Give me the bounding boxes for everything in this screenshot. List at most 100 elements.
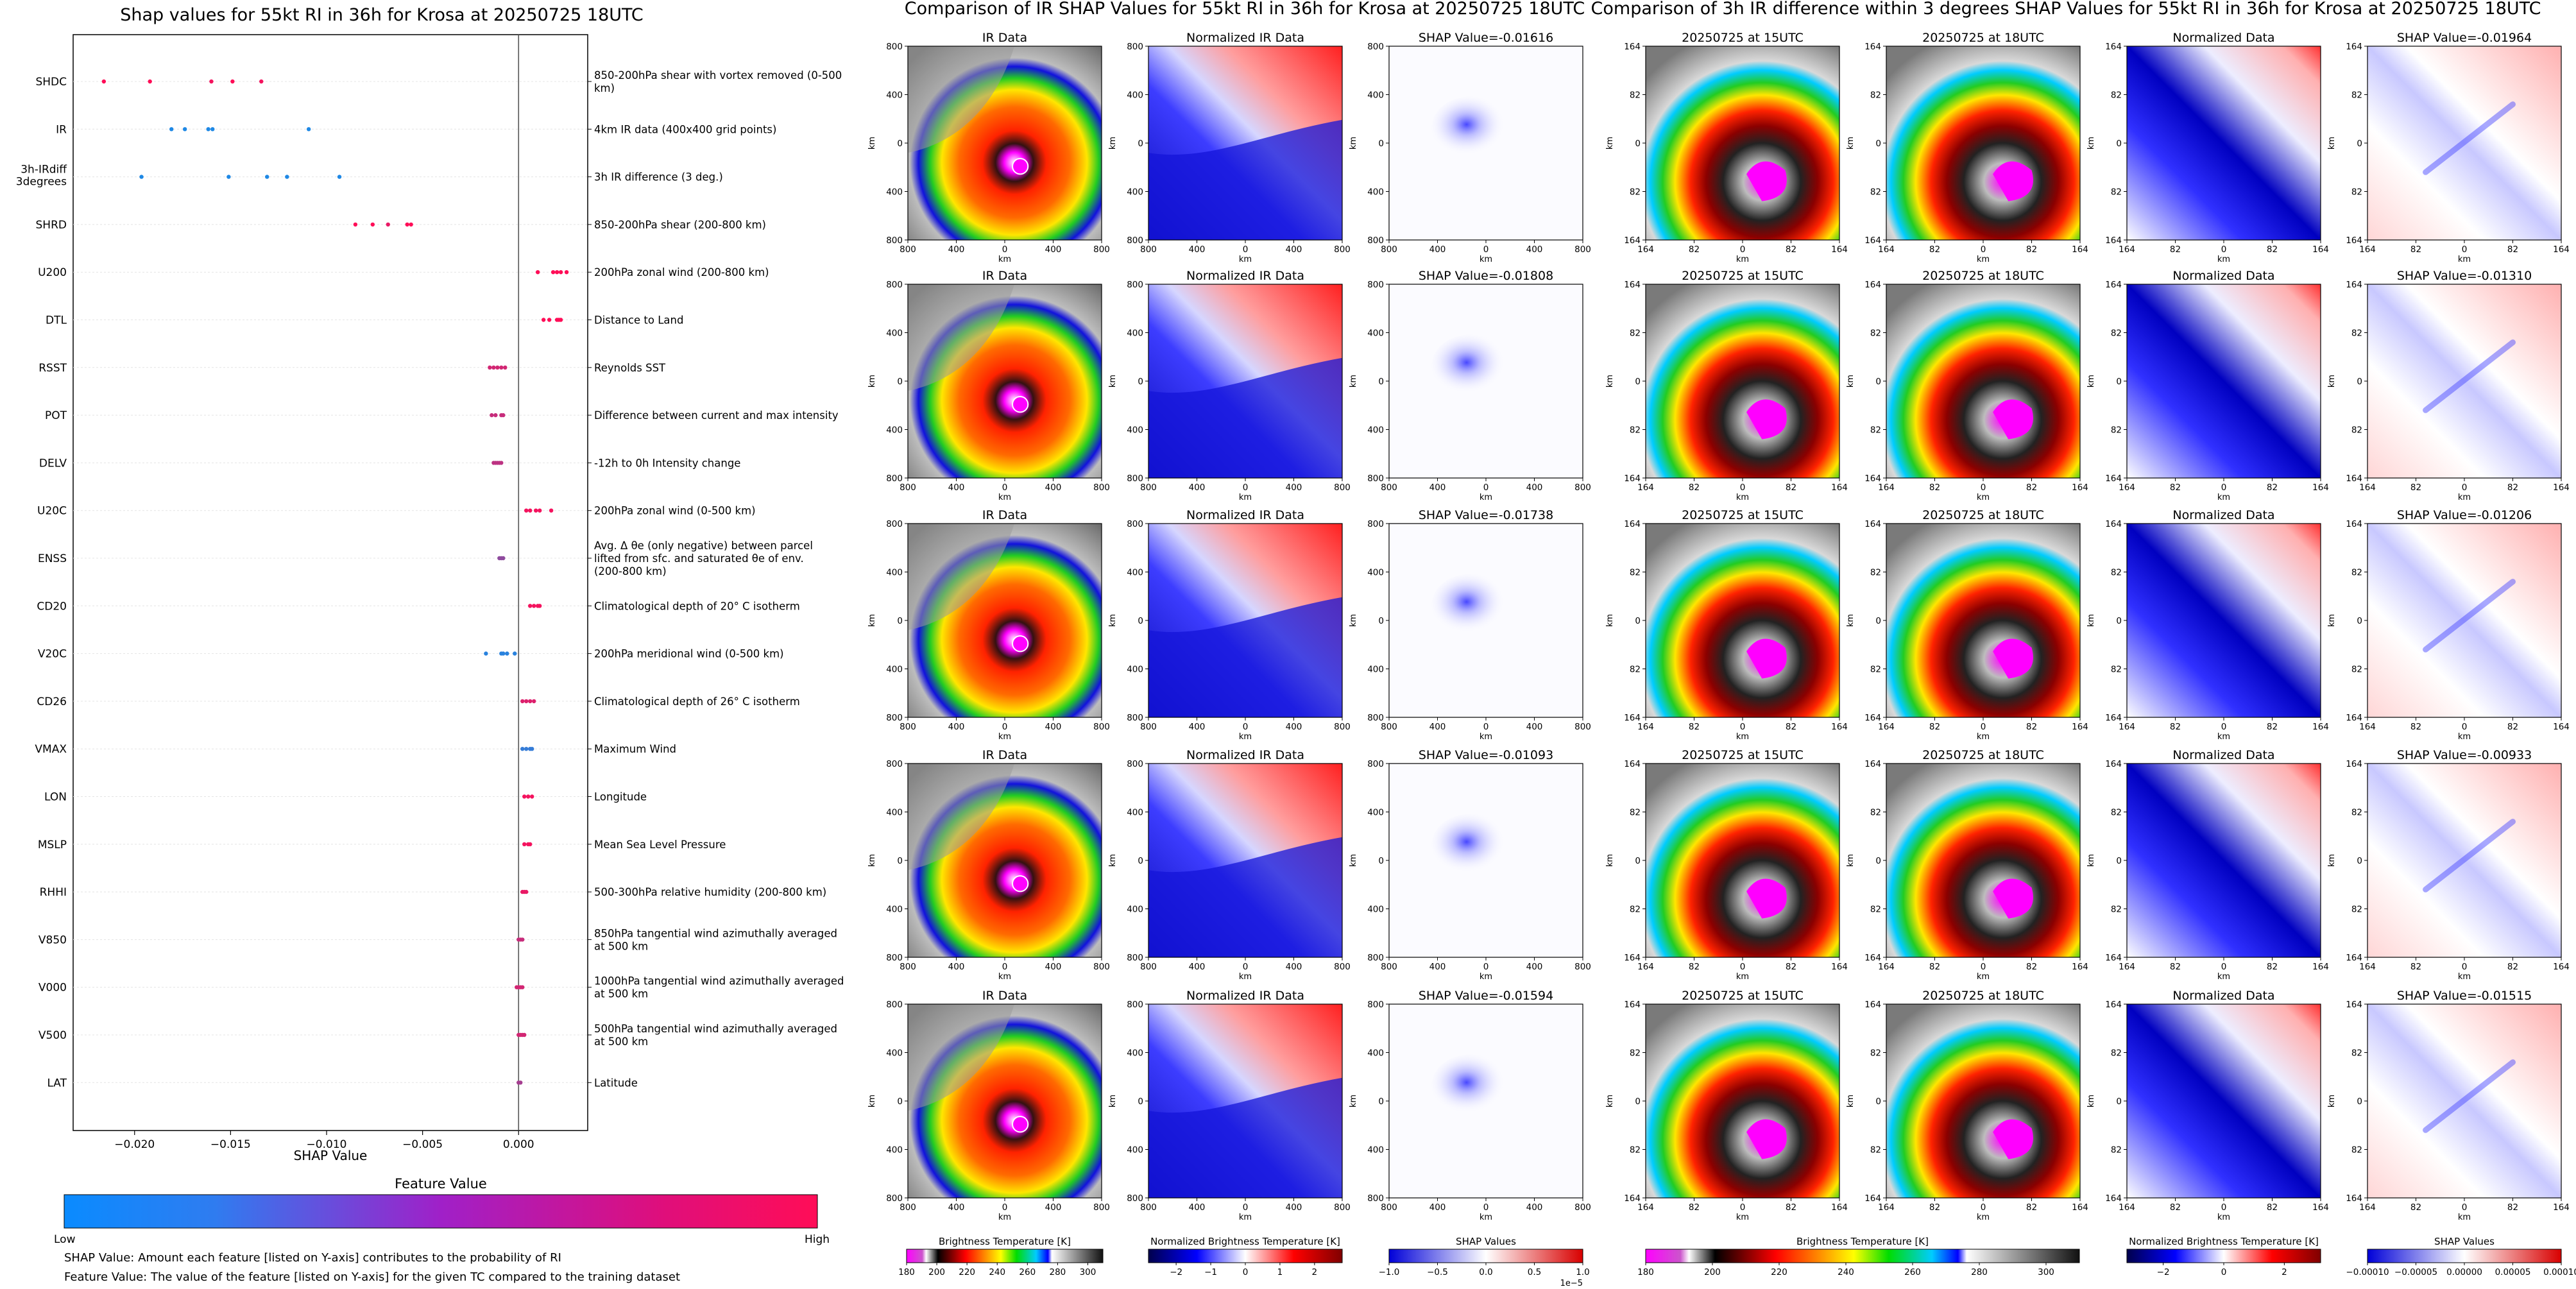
y-tick-label: 800 [1127, 235, 1143, 246]
land-region [908, 284, 1015, 391]
y-tick-label: 82 [2111, 808, 2122, 818]
x-tick-label: 0 [1002, 1202, 1008, 1213]
y-tick-label: 0 [1378, 856, 1384, 866]
x-tick-label: 82 [2026, 244, 2037, 255]
x-axis-label: km [1480, 1213, 1492, 1222]
panel-title: SHAP Value=-0.01093 [1419, 748, 1553, 762]
shap-points [101, 79, 569, 1085]
colorbar: Normalized Brightness Temperature [K] −2 0… [2126, 1236, 2321, 1277]
ir-diff-image [1646, 764, 1839, 957]
colorbar-tick-label: 0 [2221, 1267, 2227, 1277]
diff-shap-image [2367, 46, 2561, 240]
feature-description: -12h to 0h Intensity change [594, 457, 740, 469]
y-tick-label: 82 [1870, 329, 1881, 339]
y-tick-label: 164 [1864, 1193, 1881, 1204]
x-tick-label: 82 [2507, 244, 2518, 255]
colorbar-label: Normalized Brightness Temperature [K] [2129, 1236, 2319, 1247]
feature-description: 850hPa tangential wind azimuthally avera… [594, 927, 837, 952]
x-tick-label: 82 [1689, 1202, 1700, 1213]
y-tick-label: 82 [1630, 425, 1641, 436]
x-tick-label: 82 [2507, 722, 2518, 732]
y-axis-label: km [1108, 137, 1118, 149]
y-tick-label: 82 [1630, 1048, 1641, 1059]
normalized-diff-image [2127, 524, 2321, 717]
x-axis-label: km [1239, 1213, 1252, 1222]
shap-point [210, 127, 215, 132]
y-tick-label: 164 [1624, 519, 1641, 529]
y-tick-label: 0 [1635, 1097, 1641, 1107]
ir-group-title: Comparison of IR SHAP Values for 55kt RI… [905, 0, 1585, 19]
y-axis-label: km [1846, 375, 1855, 388]
x-tick-label: 400 [1286, 962, 1302, 972]
panel-title: Normalized IR Data [1186, 508, 1304, 522]
y-tick-label: 82 [1630, 905, 1641, 915]
panel-frame [1886, 1003, 2081, 1199]
x-axis-label: km [1736, 1213, 1749, 1222]
x-tick-label: 800 [1381, 722, 1397, 732]
y-axis-label: km [867, 137, 877, 149]
x-tick-label: 164 [2359, 244, 2376, 255]
shap-point [209, 79, 214, 84]
panel-frame [1388, 1003, 1583, 1199]
cold-cloud-region [1148, 597, 1342, 717]
y-tick-label: 400 [886, 905, 903, 915]
y-tick-label: 0 [1635, 856, 1641, 866]
x-tick-label: 400 [1189, 482, 1206, 493]
x-axis-ticks: −0.020 −0.015 −0.010 −0.005 0.000 [114, 1131, 534, 1151]
x-tick-label: 82 [2026, 962, 2037, 972]
colorbar-tick-label: 0.00005 [2495, 1267, 2531, 1277]
x-tick-label: 0 [1243, 482, 1249, 493]
shap-point [139, 175, 144, 179]
x-tick-label: 164 [2359, 482, 2376, 493]
y-tick-label: 0 [897, 616, 903, 626]
panel-title: SHAP Value=-0.01964 [2397, 31, 2532, 45]
colorbar-tick-label: 0 [1243, 1267, 1249, 1277]
x-tick-label: 82 [2267, 962, 2278, 972]
x-tick-label: 0 [2462, 722, 2468, 732]
y-tick-label: 800 [1127, 1193, 1143, 1204]
x-tick-label: 82 [2267, 722, 2278, 732]
x-axis-label: km [998, 1213, 1011, 1222]
colorbar-label: SHAP Values [1456, 1236, 1516, 1247]
x-axis-label: km [2458, 972, 2471, 982]
colorbar-tick-label: −0.00010 [2346, 1267, 2389, 1277]
x-tick-label: 400 [1526, 482, 1543, 493]
shap-point [265, 175, 269, 179]
colorbar-title: Feature Value [395, 1176, 487, 1191]
y-tick-label: 0 [1635, 616, 1641, 626]
y-axis-label: km [1846, 137, 1855, 149]
x-tick-label: 0 [2221, 482, 2227, 493]
diff-panel: SHAP Value=-0.01515164164828200828216416… [2327, 989, 2570, 1222]
x-tick-label: 164 [1637, 962, 1654, 972]
feature-description: Climatological depth of 20° C isotherm [594, 600, 800, 612]
cold-cloud-region [1148, 119, 1342, 240]
panel-frame [907, 763, 1102, 958]
shap-point [337, 175, 342, 179]
y-tick-label: 800 [886, 713, 903, 723]
feature-description: Avg. Δ θe (only negative) between parcel… [594, 540, 813, 577]
x-tick-label: 400 [1189, 1202, 1206, 1213]
panel-frame [907, 523, 1102, 718]
x-tick-label: 800 [1093, 244, 1110, 255]
ir-panel: SHAP Value=-0.01594800800400400004004008… [1349, 989, 1591, 1222]
land-region [908, 764, 1015, 871]
panel-frame [1645, 763, 1840, 958]
x-tick-label: 82 [1929, 962, 1940, 972]
ir-diff-image [1646, 524, 1839, 717]
x-tick-label: 400 [1429, 962, 1446, 972]
x-axis-label: km [1480, 255, 1492, 264]
x-tick-label: 400 [948, 482, 965, 493]
diff-panel: 20250725 at 15UTC1641648282008282164164k… [1605, 508, 1848, 742]
x-tick-label: 82 [1786, 962, 1796, 972]
storm-core [1012, 158, 1029, 175]
x-axis-label: km [1480, 493, 1492, 502]
y-axis-label: km [1108, 375, 1118, 388]
x-tick-label: 164 [1831, 1202, 1848, 1213]
colorbar: SHAP Values −0.00010 −0.00005 0.00000 0.0000… [2346, 1236, 2576, 1277]
y-tick-label: 0 [1875, 139, 1881, 149]
colorbar-tick-label: 220 [959, 1267, 975, 1277]
y-tick-label: 164 [1864, 42, 1881, 52]
y-tick-label: 400 [1367, 905, 1384, 915]
y-tick-label: 164 [1864, 953, 1881, 963]
